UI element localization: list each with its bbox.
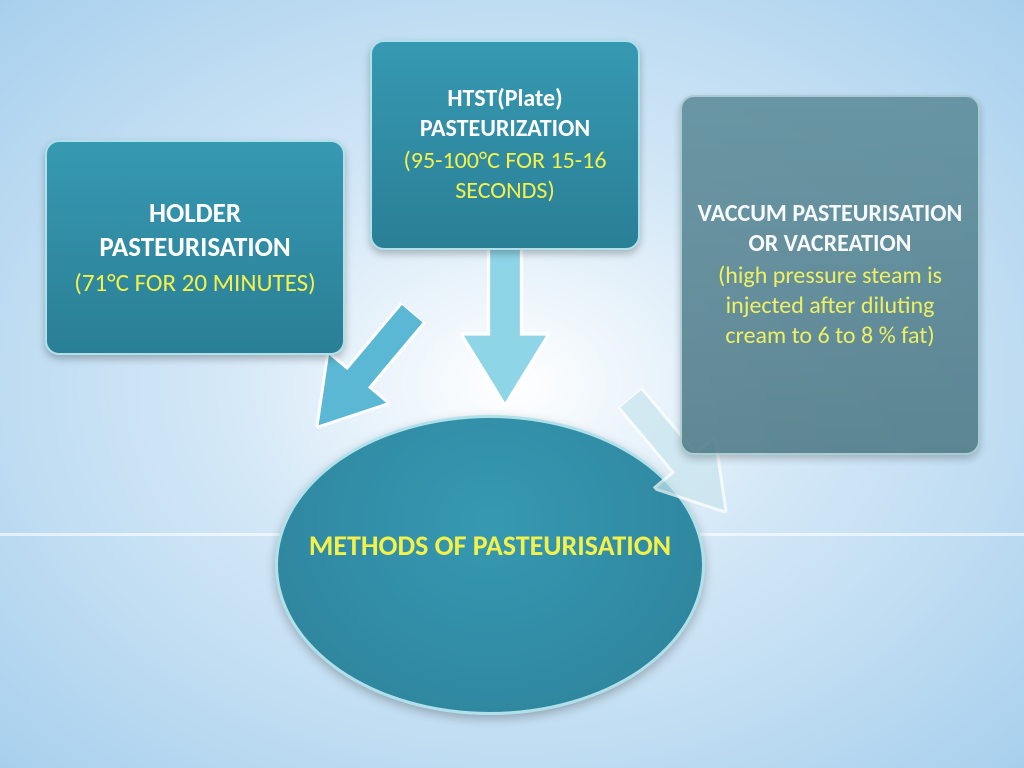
node-holder: HOLDER PASTEURISATION(71°C FOR 20 MINUTE… xyxy=(45,140,345,355)
node-title-vaccum: VACCUM PASTEURISATION OR VACREATION xyxy=(696,199,964,259)
node-detail-htst: (95-100°C FOR 15-16 SECONDS) xyxy=(386,146,624,206)
center-label: METHODS OF PASTEURISATION xyxy=(309,528,671,563)
node-htst: HTST(Plate) PASTEURIZATION(95-100°C FOR … xyxy=(370,40,640,250)
node-title-htst: HTST(Plate) PASTEURIZATION xyxy=(386,84,624,144)
node-vaccum: VACCUM PASTEURISATION OR VACREATION(high… xyxy=(680,95,980,455)
node-title-holder: HOLDER PASTEURISATION xyxy=(61,197,329,265)
node-detail-vaccum: (high pressure steam is injected after d… xyxy=(696,261,964,351)
node-detail-holder: (71°C FOR 20 MINUTES) xyxy=(74,267,315,298)
arrow-htst xyxy=(461,241,549,406)
